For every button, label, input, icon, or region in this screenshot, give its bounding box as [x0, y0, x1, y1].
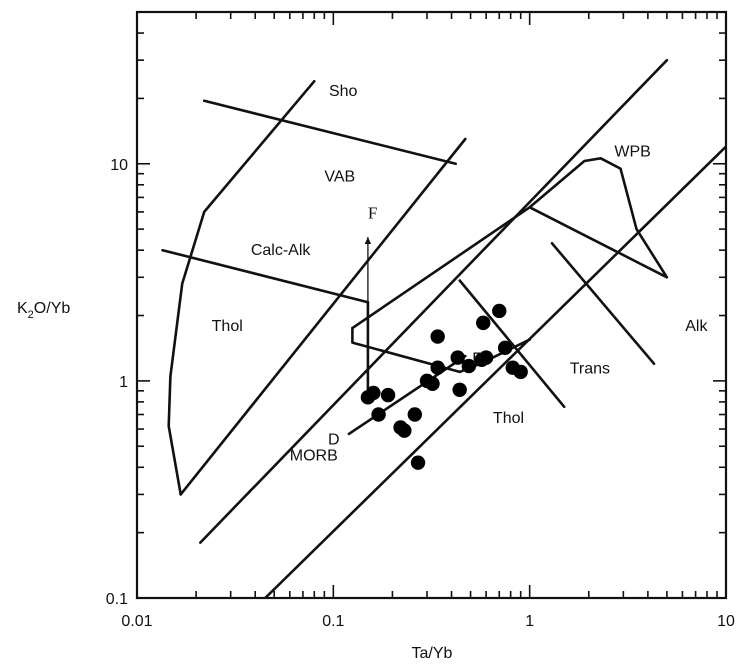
discrimination-boundaries [161, 58, 726, 598]
data-point [407, 407, 423, 422]
trend-arrow-head [364, 236, 372, 244]
region-label: Alk [685, 318, 708, 335]
boundary-line [550, 242, 656, 366]
region-label: Thol [212, 318, 243, 335]
y-axis-label: K2O/Yb [17, 300, 70, 321]
boundary-line [199, 58, 669, 544]
x-tick-label: 0.01 [121, 613, 152, 630]
data-point [366, 385, 381, 401]
boundary-line [202, 99, 458, 166]
region-label: E [472, 351, 483, 368]
x-tick-label: 10 [717, 613, 735, 630]
axis-ticks [136, 11, 727, 599]
y-axis-label-tail: O/Yb [34, 300, 71, 317]
data-point [497, 340, 513, 356]
boundary-line [161, 248, 370, 304]
data-point [452, 382, 467, 397]
plot-frame [135, 10, 728, 600]
region-label: Calc-Alk [251, 242, 312, 259]
region-label: VAB [324, 168, 355, 185]
boundary-line [458, 279, 566, 409]
data-point [478, 350, 494, 365]
tick-labels: 0.01 0.1 1 10 0.1 1 10 [106, 157, 735, 630]
y-axis-label-main: K [17, 300, 28, 317]
region-label: F [368, 203, 377, 222]
region-label: D [328, 431, 340, 448]
data-point [371, 407, 386, 422]
trend-arrows [348, 236, 466, 435]
x-tick-label: 1 [525, 613, 534, 630]
y-axis-label-subscript: 2 [28, 309, 34, 321]
boundary-line [351, 326, 532, 374]
data-point [461, 358, 477, 374]
y-tick-label: 10 [110, 157, 128, 174]
data-point [397, 423, 412, 438]
boundary-line [263, 145, 726, 598]
data-point [476, 315, 491, 331]
data-points [360, 303, 528, 470]
x-tick-label: 0.1 [322, 613, 344, 630]
x-axis-label: Ta/Yb [412, 645, 453, 662]
region-label: WPB [614, 144, 650, 161]
data-point [492, 303, 507, 319]
boundary-line [167, 79, 316, 496]
boundary-line [351, 157, 669, 330]
data-point [380, 387, 396, 403]
y-tick-label: 1 [119, 374, 128, 391]
data-point [430, 329, 445, 344]
region-label: Sho [329, 83, 358, 100]
data-point [513, 364, 528, 380]
trend-arrow-shaft [348, 355, 466, 435]
data-point [410, 455, 426, 470]
data-point [430, 360, 445, 375]
data-point [450, 350, 465, 365]
boundary-line [179, 137, 467, 496]
region-label: Thol [493, 410, 524, 427]
data-point [425, 376, 440, 391]
region-label: Trans [570, 361, 610, 378]
region-label: MORB [290, 447, 338, 464]
y-tick-label: 0.1 [106, 591, 128, 608]
